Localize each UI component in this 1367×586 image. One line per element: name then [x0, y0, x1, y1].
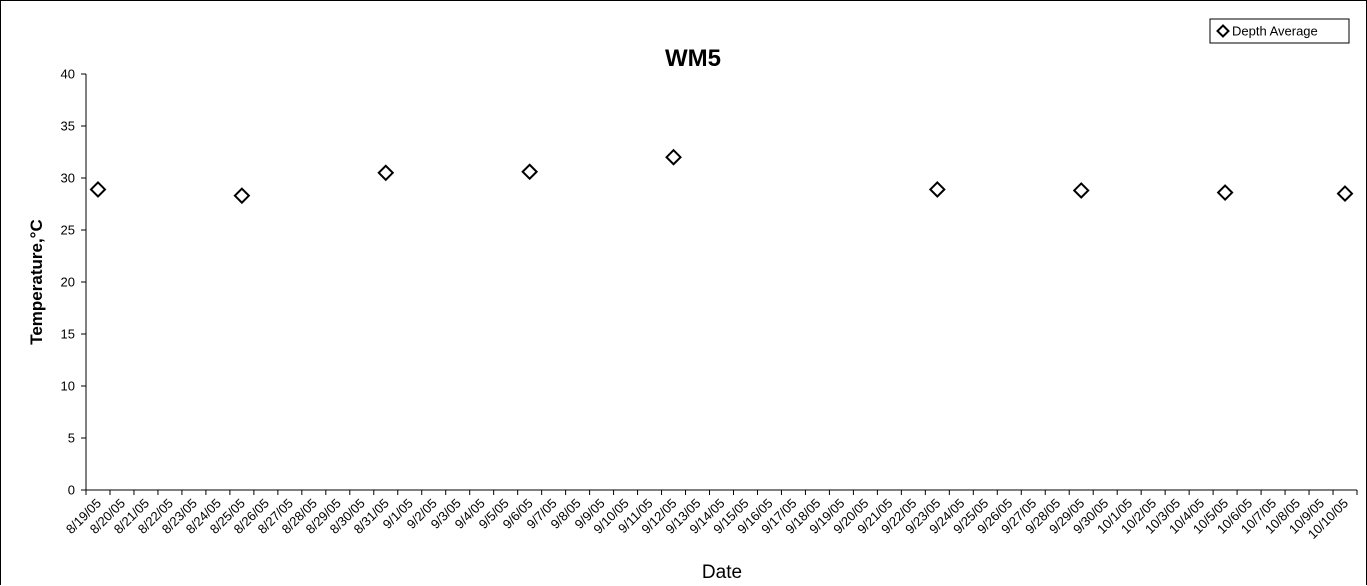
data-point-diamond	[89, 181, 107, 198]
chart-title: WM5	[665, 45, 721, 72]
data-point-diamond	[928, 181, 946, 198]
data-points	[89, 148, 1354, 205]
data-point-diamond	[1336, 185, 1354, 203]
y-axis-label: Temperature,°C	[27, 219, 46, 345]
y-tick-label: 25	[61, 223, 75, 238]
y-tick-label: 0	[68, 483, 75, 498]
y-tick-label: 35	[61, 119, 75, 134]
legend-box	[1209, 18, 1350, 44]
data-point-diamond	[1216, 184, 1234, 201]
y-tick-label: 10	[61, 379, 75, 394]
y-tick-label: 5	[68, 431, 75, 446]
data-point-diamond	[1072, 182, 1090, 199]
data-point-diamond	[521, 163, 539, 181]
legend-diamond-marker	[1216, 24, 1230, 38]
x-axis-label: Date	[702, 562, 742, 583]
data-point-diamond	[377, 164, 395, 182]
x-ticks: 8/19/058/20/058/21/058/22/058/23/058/24/…	[63, 490, 1358, 542]
data-point-diamond	[233, 187, 251, 205]
legend: Depth Average	[1209, 18, 1350, 44]
y-tick-label: 15	[61, 327, 75, 342]
y-tick-label: 40	[61, 67, 75, 82]
y-tick-label: 20	[61, 275, 75, 290]
y-ticks: 0 5 10 15 20 25 30 35 40	[61, 67, 86, 498]
axes	[85, 74, 1357, 491]
data-point-diamond	[665, 148, 682, 166]
legend-label: Depth Average	[1232, 24, 1318, 39]
y-tick-label: 30	[61, 171, 75, 186]
